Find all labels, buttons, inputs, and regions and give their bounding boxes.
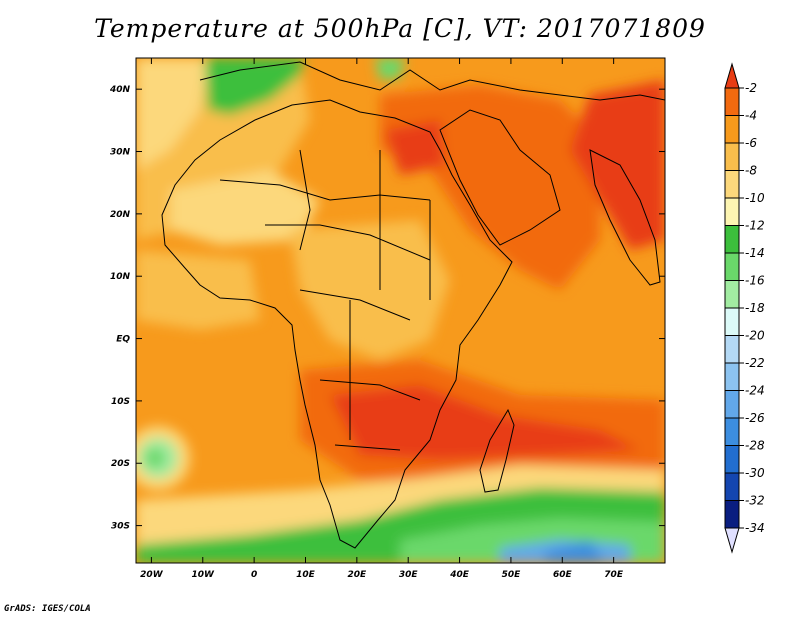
field-light-central bbox=[290, 220, 450, 360]
colorbar-box bbox=[724, 87, 740, 116]
colorbar-box bbox=[724, 362, 740, 391]
field-hot-egypt bbox=[385, 120, 445, 175]
colorbar-label: -26 bbox=[745, 411, 765, 425]
colorbar-box bbox=[724, 170, 740, 199]
latitude-labels: 40N 30N 20N 10N EQ 10S 20S 30S bbox=[109, 85, 131, 531]
colorbar-label: -2 bbox=[745, 81, 757, 95]
lat-label: 30S bbox=[111, 522, 130, 532]
lon-label: 30E bbox=[399, 570, 419, 580]
colorbar-top-triangle bbox=[724, 62, 740, 89]
lat-label: 20N bbox=[110, 210, 131, 220]
colorbar-labels: -2 -4 -6 -8 -10 -12 -14 -16 -18 -20 -22 -24 -26 -28 -3… bbox=[739, 81, 765, 535]
lon-label: 20E bbox=[348, 570, 368, 580]
lon-label: 60E bbox=[553, 570, 573, 580]
field-hot-south bbox=[330, 385, 640, 460]
longitude-labels: 20W 10W 0 10E 20E 30E 40E 50E 60E 70E bbox=[140, 570, 624, 580]
colorbar-box bbox=[724, 445, 740, 474]
lat-label: 40N bbox=[109, 85, 131, 95]
field-blue-south bbox=[545, 540, 605, 563]
colorbar-label: -10 bbox=[745, 191, 765, 205]
colorbar-box bbox=[724, 225, 740, 254]
colorbar bbox=[724, 62, 740, 554]
colorbar-label: -34 bbox=[745, 521, 765, 535]
arabia-coastline bbox=[439, 109, 561, 246]
lat-label: 20S bbox=[111, 459, 130, 469]
colorbar-label: -18 bbox=[745, 301, 765, 315]
temperature-field bbox=[136, 58, 665, 563]
colorbar-box bbox=[724, 197, 740, 226]
lon-label: 0 bbox=[251, 570, 257, 580]
india-coastline bbox=[589, 149, 661, 286]
field-light-atlantic bbox=[136, 250, 260, 330]
colorbar-label: -32 bbox=[745, 494, 765, 508]
coastlines bbox=[161, 61, 665, 549]
colorbar-box bbox=[724, 335, 740, 364]
colorbar-bottom-triangle bbox=[724, 527, 740, 554]
country-borders bbox=[219, 149, 431, 451]
colorbar-label: -20 bbox=[745, 329, 765, 343]
colorbar-label: -12 bbox=[745, 219, 765, 233]
africa-coastline bbox=[161, 99, 513, 549]
colorbar-box bbox=[724, 390, 740, 419]
lat-label: 30N bbox=[110, 148, 131, 158]
colorbar-label: -30 bbox=[745, 466, 765, 480]
field-green-balkan bbox=[375, 58, 405, 80]
colorbar-label: -16 bbox=[745, 274, 765, 288]
lon-label: 40E bbox=[449, 570, 470, 580]
colorbar-box bbox=[724, 307, 740, 336]
colorbar-box bbox=[724, 280, 740, 309]
field-pale-nw bbox=[136, 58, 210, 170]
lon-label: 10W bbox=[192, 570, 216, 580]
field-eddy-core bbox=[145, 448, 165, 468]
lon-label: 50E bbox=[502, 570, 522, 580]
colorbar-label: -6 bbox=[745, 136, 757, 150]
colorbar-box bbox=[724, 115, 740, 144]
colorbar-label: -24 bbox=[745, 384, 765, 398]
field-pale-sahara bbox=[170, 170, 320, 245]
colorbar-label: -14 bbox=[745, 246, 765, 260]
colorbar-label: -8 bbox=[745, 164, 757, 178]
colorbar-label: -28 bbox=[745, 439, 765, 453]
field-hot-india bbox=[570, 80, 665, 250]
colorbar-box bbox=[724, 500, 740, 529]
colorbar-box bbox=[724, 417, 740, 446]
lon-label: 20W bbox=[140, 570, 164, 580]
lat-label: EQ bbox=[116, 335, 130, 345]
europe-coastline bbox=[199, 61, 665, 101]
colorbar-box bbox=[724, 142, 740, 171]
colorbar-box bbox=[724, 472, 740, 501]
plot-frame bbox=[135, 57, 666, 564]
lon-label: 70E bbox=[604, 570, 624, 580]
lat-label: 10N bbox=[110, 272, 131, 282]
map-title: Temperature at 500hPa [C], VT: 201707180… bbox=[94, 14, 706, 43]
colorbar-box bbox=[724, 252, 740, 281]
colorbar-label: -22 bbox=[745, 356, 765, 370]
axis-ticks bbox=[136, 58, 665, 563]
colorbar-label: -4 bbox=[745, 109, 757, 123]
lon-label: 10E bbox=[296, 570, 316, 580]
lat-label: 10S bbox=[111, 397, 130, 407]
grads-credit: GrADS: IGES/COLA bbox=[4, 604, 91, 614]
madagascar-coastline bbox=[479, 408, 515, 493]
